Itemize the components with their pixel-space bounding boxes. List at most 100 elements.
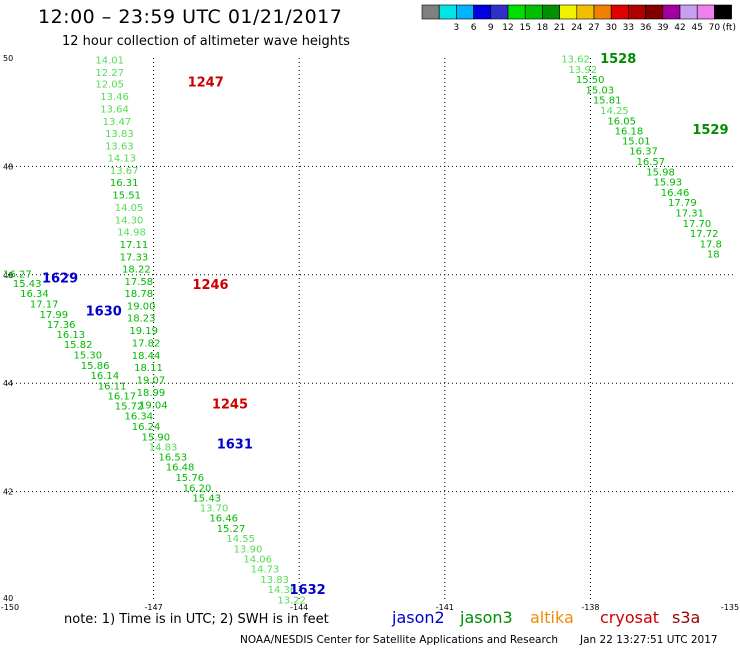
swh-value: 15.27	[217, 524, 246, 535]
lat-tick-label: 42	[3, 488, 13, 497]
colorbar-tick-label: 36	[640, 23, 652, 33]
swh-value: 13.64	[100, 104, 129, 115]
lon-tick-label: -147	[145, 603, 163, 612]
legend-altika: altika	[530, 608, 574, 627]
swh-value: 18.23	[127, 314, 156, 325]
swh-value: 15.86	[81, 361, 110, 372]
swh-value: 13.22	[277, 595, 306, 606]
swh-value: 17.8	[700, 239, 722, 250]
swh-value: 15.93	[653, 178, 682, 189]
swh-value: 18.99	[137, 388, 166, 399]
swh-value: 15.01	[622, 136, 651, 147]
lon-tick-label: -135	[721, 603, 739, 612]
swh-value: 13.83	[105, 129, 134, 140]
pass-time-label: 1247	[188, 75, 224, 90]
colorbar-unit: (ft)	[722, 23, 736, 33]
swh-value: 16.34	[124, 412, 153, 423]
lon-tick-label: -144	[290, 603, 308, 612]
colorbar-tick-label: 24	[571, 23, 583, 33]
swh-value: 14.25	[600, 106, 629, 117]
swh-value: 13.46	[100, 92, 129, 103]
colorbar-tick-label: 21	[554, 23, 565, 33]
swh-value: 16.53	[158, 452, 187, 463]
swh-value: 17.79	[668, 198, 697, 209]
swh-value: 17.17	[30, 300, 59, 311]
swh-value: 16.18	[615, 127, 644, 138]
swh-value: 15.90	[141, 432, 170, 443]
swh-value: 18.44	[132, 351, 161, 362]
pass-time-label: 1632	[289, 583, 325, 598]
wave-height-colorbar: 3 6 9 12 15 18 21 24 27 30 33 36 39 42 45 70 (ft)	[421, 4, 736, 33]
lat-tick-label: 40	[3, 594, 13, 603]
pass-time-label: 1528	[600, 52, 636, 67]
swh-value: 17.36	[47, 320, 76, 331]
pass-time-label: 1629	[42, 272, 78, 287]
colorbar-tick-label: 9	[488, 23, 494, 33]
colorbar-tick-label: 3	[454, 23, 460, 33]
swh-value: 15.30	[74, 350, 103, 361]
swh-value: 13.83	[260, 575, 289, 586]
swh-value: 13.67	[110, 166, 139, 177]
credit-line: NOAA/NESDIS Center for Satellite Applica…	[240, 634, 558, 646]
lat-tick-label: 50	[3, 54, 13, 63]
swh-value: 13.62	[561, 55, 590, 66]
swh-value: 13.63	[105, 141, 134, 152]
swh-value: 13.90	[234, 545, 263, 556]
swh-value: 19.19	[129, 326, 158, 337]
legend-s3a: s3a	[672, 608, 701, 627]
swh-value: 13.47	[103, 117, 132, 128]
swh-value: 16.34	[20, 289, 49, 300]
lon-tick-label: -138	[581, 603, 599, 612]
swh-value: 16.31	[110, 178, 139, 189]
swh-value: 19.07	[137, 375, 166, 386]
swh-value: 16.27	[3, 270, 32, 281]
colorbar-tick-label: 70	[709, 23, 721, 33]
swh-value: 14.05	[115, 203, 144, 214]
pass-time-label: 1246	[192, 278, 228, 293]
pass-times: 1247 1246 1245 1629 1630 1631 1632 1528 1529	[42, 52, 729, 598]
swh-value: 13.92	[569, 65, 598, 76]
swh-value: 12.27	[95, 68, 124, 79]
swh-value: 17.11	[120, 240, 149, 251]
swh-value: 14.06	[243, 554, 272, 565]
swh-value: 18.78	[124, 289, 153, 300]
swh-value: 15.81	[593, 96, 622, 107]
swh-value: 15.43	[192, 494, 221, 505]
swh-value: 14.55	[226, 534, 255, 545]
swh-value: 14.98	[117, 227, 146, 238]
swh-value: 15.43	[13, 279, 42, 290]
pass-time-label: 1529	[692, 123, 728, 138]
lat-tick-label: 48	[3, 162, 13, 171]
swh-observations: 14.0112.2712.0513.4613.6413.4713.8313.63…	[3, 55, 722, 607]
map-title: 12:00 – 23:59 UTC 01/21/2017	[38, 6, 343, 28]
colorbar-tick-label: 27	[588, 23, 599, 33]
colorbar-swatch	[714, 4, 732, 20]
swh-value: 15.51	[112, 191, 141, 202]
swh-value: 17.31	[675, 208, 704, 219]
swh-value: 17.72	[690, 229, 719, 240]
generation-timestamp: Jan 22 13:27:51 UTC 2017	[580, 634, 718, 646]
colorbar-tick-label: 45	[691, 23, 702, 33]
legend-jason3: jason3	[460, 608, 513, 627]
swh-value: 15.76	[175, 473, 204, 484]
swh-value: 16.24	[132, 422, 161, 433]
swh-value: 17.99	[40, 310, 69, 321]
swh-value: 14.73	[251, 565, 280, 576]
swh-value: 19.00	[127, 302, 156, 313]
swh-value: 16.37	[629, 147, 658, 158]
lon-tick-label: -150	[1, 603, 19, 612]
swh-value: 17.70	[683, 219, 712, 230]
swh-value: 14.83	[149, 443, 178, 454]
swh-value: 15.98	[646, 167, 675, 178]
units-note: note: 1) Time is in UTC; 2) SWH is in fe…	[64, 612, 329, 627]
swh-value: 16.17	[107, 392, 136, 403]
swh-value: 16.14	[91, 371, 120, 382]
pass-time-label: 1245	[212, 397, 248, 412]
lat-tick-label: 44	[3, 379, 13, 388]
colorbar-tick-label: 30	[605, 23, 617, 33]
swh-value: 16.46	[209, 514, 238, 525]
swh-value: 16.20	[183, 483, 212, 494]
swh-value: 15.82	[64, 340, 93, 351]
colorbar-tick-label: 15	[519, 23, 530, 33]
